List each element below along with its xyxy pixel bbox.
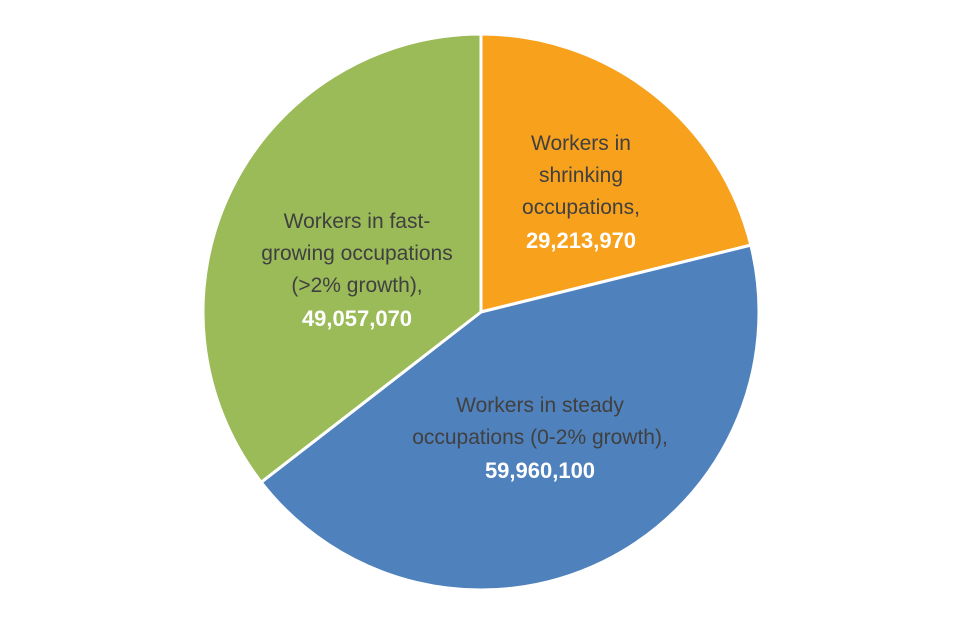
data-label-text: Workers in steady <box>456 394 624 417</box>
pie-slice <box>259 243 761 592</box>
data-label-text: Workers in fast- <box>284 210 431 233</box>
data-label-value: 49,057,070 <box>302 306 412 331</box>
pie-slice <box>479 32 753 314</box>
pie-slice <box>201 32 483 484</box>
data-label-text: occupations, <box>522 196 640 219</box>
data-label-text: (>2% growth), <box>291 274 422 297</box>
data-label: Workers in shrinking occupations, 29,213,97… <box>522 132 640 253</box>
data-label-text: growing occupations <box>261 242 452 265</box>
data-label-value: 59,960,100 <box>485 458 595 483</box>
data-label-text: Workers in <box>531 132 631 155</box>
data-label: Workers in steady occupations (0-2% growt… <box>412 394 668 483</box>
data-label-value: 29,213,970 <box>526 228 636 253</box>
data-label-text: shrinking <box>539 164 623 187</box>
data-label-text: occupations (0-2% growth), <box>412 426 668 449</box>
data-label: Workers in fast-growing occupations (>2% … <box>261 210 452 331</box>
